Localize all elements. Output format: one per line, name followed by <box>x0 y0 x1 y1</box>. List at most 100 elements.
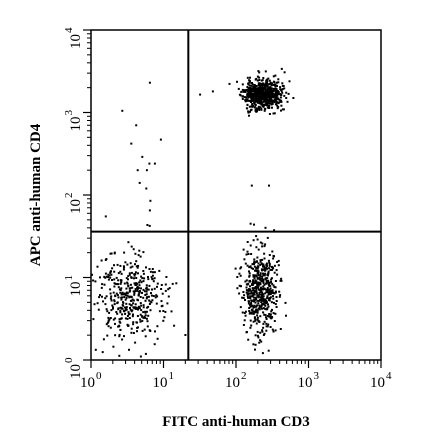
data-point <box>118 333 121 336</box>
data-point <box>130 142 133 145</box>
data-point <box>262 278 265 281</box>
data-point <box>133 282 136 285</box>
data-point <box>262 273 265 276</box>
data-point <box>276 92 279 95</box>
data-point <box>255 298 258 301</box>
data-point <box>269 87 272 90</box>
data-point <box>242 324 245 326</box>
data-point <box>175 282 178 285</box>
data-point <box>102 338 105 341</box>
data-point <box>247 253 250 255</box>
data-point <box>271 268 273 271</box>
data-point <box>134 271 137 274</box>
data-point <box>114 317 117 320</box>
data-point <box>260 296 263 299</box>
data-point <box>147 276 149 278</box>
data-point <box>125 296 128 299</box>
data-point <box>263 313 266 316</box>
data-point <box>136 288 139 291</box>
data-point <box>247 296 249 299</box>
data-point <box>246 107 249 110</box>
data-point <box>119 329 122 331</box>
data-point <box>280 90 283 93</box>
data-point <box>263 283 266 286</box>
data-point <box>108 311 111 314</box>
data-point <box>273 320 276 322</box>
data-point <box>148 268 151 270</box>
data-point <box>255 99 258 102</box>
data-point <box>145 317 148 320</box>
data-point <box>91 273 93 276</box>
data-point <box>184 334 187 336</box>
data-point <box>292 97 295 99</box>
data-point <box>261 85 264 88</box>
data-point <box>263 274 266 277</box>
data-point <box>273 271 276 274</box>
data-point <box>150 292 152 295</box>
data-point <box>268 83 271 86</box>
data-point <box>137 308 139 311</box>
data-point <box>280 99 283 102</box>
data-point <box>270 84 273 87</box>
data-point <box>140 304 143 307</box>
data-point <box>109 326 112 329</box>
data-point <box>264 298 267 301</box>
data-point <box>243 294 246 297</box>
y-tick-label: 10 <box>68 282 84 297</box>
data-point <box>139 302 142 305</box>
data-point <box>248 274 251 277</box>
data-point <box>253 304 256 307</box>
data-point <box>263 257 266 260</box>
data-point <box>255 260 258 263</box>
data-point <box>129 283 132 286</box>
data-point <box>253 311 256 314</box>
y-tick-label: 10 <box>68 117 84 132</box>
data-point <box>257 105 260 108</box>
data-point <box>246 99 249 102</box>
data-point <box>275 296 278 298</box>
data-point <box>262 293 265 296</box>
data-point <box>250 95 253 98</box>
data-point <box>127 241 130 244</box>
data-point <box>116 283 119 286</box>
data-point <box>254 104 257 107</box>
data-point <box>252 282 255 285</box>
data-point <box>118 324 121 327</box>
data-point <box>243 258 246 261</box>
data-point <box>137 272 139 275</box>
data-point <box>93 303 96 306</box>
data-point <box>245 253 248 256</box>
data-point <box>257 89 260 91</box>
data-point <box>247 290 250 293</box>
data-point <box>273 93 276 96</box>
data-point <box>170 310 173 313</box>
data-point <box>266 267 269 270</box>
data-point <box>259 315 262 318</box>
data-point <box>267 259 270 262</box>
data-point <box>164 283 167 286</box>
data-point <box>112 291 115 294</box>
data-point <box>117 307 120 310</box>
data-point <box>276 101 279 104</box>
data-point <box>238 272 241 275</box>
data-point <box>236 80 238 83</box>
data-point <box>240 285 242 288</box>
data-point <box>263 252 266 255</box>
data-point <box>264 278 267 281</box>
data-point <box>283 87 286 90</box>
data-point <box>250 299 253 302</box>
data-point <box>126 281 129 284</box>
data-point <box>249 285 251 288</box>
data-point <box>248 89 251 92</box>
data-point <box>273 229 276 232</box>
data-point <box>275 300 278 302</box>
data-point <box>144 352 147 355</box>
data-point <box>266 236 269 239</box>
data-point <box>264 108 267 111</box>
data-point <box>137 264 140 267</box>
data-point <box>132 313 134 316</box>
data-point <box>98 296 101 299</box>
data-point <box>268 184 270 187</box>
data-point <box>259 263 262 266</box>
data-point <box>268 288 271 291</box>
